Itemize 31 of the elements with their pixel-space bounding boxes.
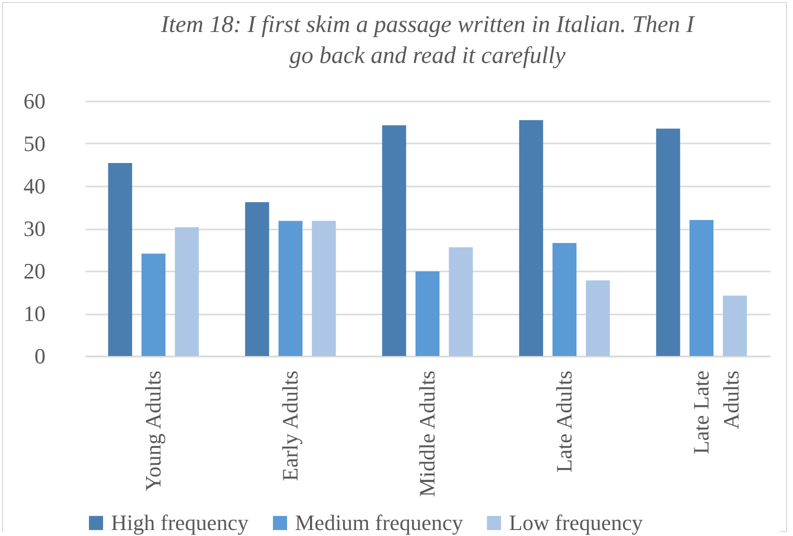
bar — [586, 280, 610, 356]
bar — [690, 220, 714, 356]
bar — [174, 227, 199, 356]
y-tick-label: 50 — [24, 131, 46, 156]
y-tick-label: 10 — [24, 301, 46, 326]
bar — [278, 220, 302, 356]
bar — [656, 128, 680, 356]
bar — [416, 271, 440, 356]
legend-label: High frequency — [111, 510, 248, 535]
bar — [245, 202, 270, 356]
x-tick-label: Middle Adults — [414, 370, 440, 498]
bar — [722, 296, 747, 356]
legend-label: Medium frequency — [295, 510, 463, 535]
bar — [519, 120, 544, 356]
y-tick-label: 60 — [24, 88, 46, 114]
x-tick-label: Young Adults — [140, 370, 166, 492]
chart-title: Item 18: I first skim a passage written in Italian. Then I go back and read it carefully — [160, 12, 696, 69]
y-tick-label: 20 — [24, 258, 46, 284]
bar — [108, 163, 132, 356]
bar — [142, 254, 166, 356]
bar — [312, 220, 336, 356]
x-tick-label: Late Late Adults — [688, 370, 744, 454]
bar — [552, 242, 576, 356]
y-tick-label: 0 — [34, 344, 46, 368]
x-tick-label: Late Adults — [552, 370, 576, 473]
y-tick-label: 40 — [24, 174, 46, 198]
legend-label: Low frequency — [509, 510, 643, 535]
x-tick-label: Early Adults — [278, 370, 302, 482]
bar — [382, 125, 406, 356]
bar — [448, 247, 473, 356]
y-tick-label: 30 — [24, 216, 46, 241]
